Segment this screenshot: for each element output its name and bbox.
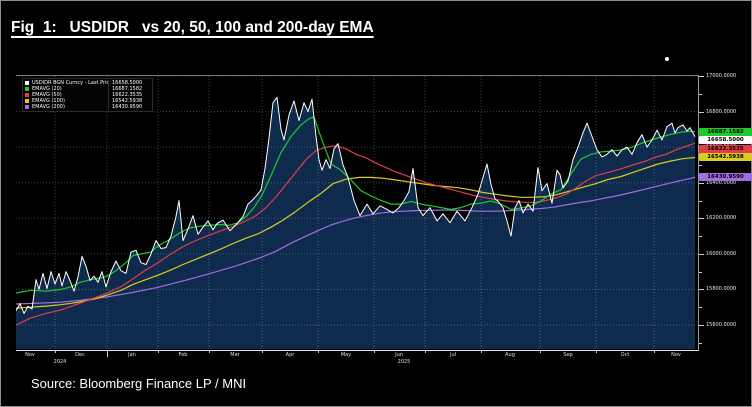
x-axis-month-label: Apr [285,352,295,358]
ema50-swatch-icon [25,93,29,97]
x-axis-month-tick [481,350,482,353]
series-line [16,116,696,294]
series-line [16,96,696,314]
legend-label: EMAVG (20) [32,86,62,92]
ema200-swatch-icon [25,105,29,109]
y-axis-minor-tick [699,342,702,344]
x-axis-year-tick [107,350,108,357]
x-axis-month-label: Nov [671,352,681,358]
y-axis-tick-label: 16200.0000 [706,215,737,222]
ema100-swatch-icon [25,99,29,103]
series-line [16,176,696,305]
legend-label: EMAVG (100) [32,98,65,104]
y-axis-tick-label: 16400.0000 [706,179,737,186]
y-axis-tick [699,111,704,113]
x-axis-month-label: Dec [75,352,85,358]
price-chart-plot [16,76,698,349]
legend-value: 16687.1582 [108,86,152,92]
legend-row-last-price: USDIDR BGN Curncy - Last Price 16658.500… [23,80,152,86]
x-axis-year-label: 2024 [53,359,67,365]
x-axis-month-label: Aug [505,352,515,358]
legend-row-ema50: EMAVG (50) 16622.3535 [23,92,152,98]
y-axis-tick-label: 16800.0000 [706,108,737,115]
y-axis-tick [699,325,704,326]
legend-row-ema200: EMAVG (200) 16430.9590 [23,104,152,110]
last-price-badge: 16658.5000 [699,136,752,145]
x-axis-month-tick [596,350,597,353]
y-axis-tick [699,182,704,184]
x-axis-month-label: Oct [620,352,630,358]
legend-value: 16430.9590 [108,104,152,110]
legend-value: 16658.5000 [108,80,152,86]
series-line [16,142,696,326]
x-axis-month-tick [55,350,56,353]
x-axis-month-label: Mar [230,352,240,358]
series-line [16,156,696,309]
y-axis-tick-label: 16000.0000 [706,250,737,257]
legend-label: USDIDR BGN Curncy - Last Price [32,80,108,86]
y-axis-tick [699,253,704,255]
legend-row-ema100: EMAVG (100) 16542.5938 [23,98,152,104]
legend-label: EMAVG (50) [32,92,62,98]
x-axis-month-label: Nov [25,352,35,358]
legend-value: 16622.3535 [108,92,152,98]
x-axis-month-label: Sep [563,352,573,358]
x-axis-month-tick [374,350,375,353]
chart-legend: USDIDR BGN Curncy - Last Price 16658.500… [22,78,153,112]
y-axis-minor-tick [699,93,702,95]
y-axis-tick [699,289,704,291]
y-axis-tick-label: 17000.0000 [706,73,737,79]
y-axis-minor-tick [699,164,702,166]
figure-title: Fig 1: USDIDR vs 20, 50, 100 and 200-day… [11,19,374,37]
last-price-badge: 16430.9590 [699,173,752,182]
y-axis-tick [699,218,704,220]
y-axis-tick-label: 15600.0000 [706,322,737,328]
x-axis-month-tick [540,350,541,353]
y-axis-minor-tick [699,236,702,238]
x-axis-month-label: Jan [128,352,136,358]
last-price-badge: 16542.5938 [699,153,752,162]
ema20-swatch-icon [25,87,29,91]
x-axis-month-tick [654,350,655,353]
x-axis-month-tick [158,350,159,353]
last-price-badge: 16622.3535 [699,144,752,153]
price-area-fill [16,97,695,349]
legend-label: EMAVG (200) [32,104,65,110]
x-axis-month-tick [425,350,426,353]
y-axis-minor-tick [699,307,702,309]
y-axis-tick-label: 15800.0000 [706,286,737,293]
y-axis-minor-tick [699,271,702,273]
last-price-badge: 16687.1582 [699,127,752,136]
x-axis-month-label: Jul [449,352,457,358]
x-axis-month-label: Feb [178,352,188,358]
y-axis-minor-tick [699,200,702,202]
legend-row-ema20: EMAVG (20) 16687.1582 [23,86,152,92]
stray-dot [665,57,669,61]
legend-value: 16542.5938 [108,98,152,104]
x-axis-year-label: 2025 [397,359,411,365]
x-axis-month-tick [318,350,319,353]
chart-plot-frame [16,75,699,351]
x-axis-month-tick [209,350,210,353]
x-axis-month-label: May [340,352,352,358]
y-axis-tick [699,76,704,77]
last-price-swatch-icon [25,81,29,85]
x-axis-month-label: Jun [395,352,403,358]
x-axis-month-tick [262,350,263,353]
source-note: Source: Bloomberg Finance LP / MNI [31,376,247,391]
